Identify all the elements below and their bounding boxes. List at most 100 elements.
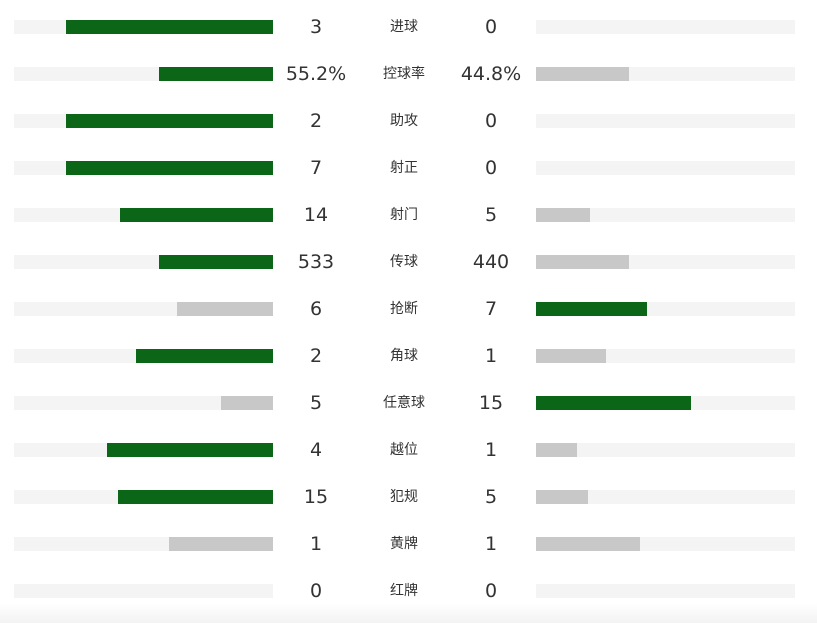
stat-label: 控球率 <box>383 66 425 82</box>
away-value: 44.8% <box>460 63 522 85</box>
home-value: 2 <box>309 110 323 132</box>
away-value: 0 <box>484 580 498 602</box>
away-bar-track <box>536 584 795 598</box>
home-value: 533 <box>297 251 335 273</box>
home-bar-track <box>14 584 273 598</box>
home-value: 0 <box>309 580 323 602</box>
home-value: 14 <box>303 204 329 226</box>
stat-row: 4 越位 1 <box>0 435 817 465</box>
away-bar-track <box>536 537 795 551</box>
stat-row: 15 犯规 5 <box>0 482 817 512</box>
home-bar-fill <box>66 20 273 34</box>
stat-row: 533 传球 440 <box>0 247 817 277</box>
bottom-fade <box>0 603 817 623</box>
away-bar-track <box>536 302 795 316</box>
away-value: 440 <box>472 251 510 273</box>
stat-row: 1 黄牌 1 <box>0 529 817 559</box>
stat-label: 犯规 <box>390 489 418 505</box>
stat-label: 射门 <box>390 207 418 223</box>
away-bar-fill <box>536 443 577 457</box>
away-bar-fill <box>536 67 629 81</box>
home-bar-fill <box>66 161 273 175</box>
away-bar-fill <box>536 396 691 410</box>
away-value: 1 <box>484 439 498 461</box>
home-bar-fill <box>169 537 273 551</box>
stat-row: 2 助攻 0 <box>0 106 817 136</box>
away-bar-fill <box>536 349 606 363</box>
home-value: 55.2% <box>285 63 347 85</box>
home-bar-fill <box>118 490 273 504</box>
away-bar-fill <box>536 208 590 222</box>
away-value: 5 <box>484 204 498 226</box>
home-bar-track <box>14 443 273 457</box>
home-bar-fill <box>136 349 273 363</box>
away-value: 0 <box>484 16 498 38</box>
away-value: 0 <box>484 157 498 179</box>
away-value: 15 <box>478 392 504 414</box>
away-bar-track <box>536 443 795 457</box>
home-bar-fill <box>159 255 273 269</box>
stat-row: 3 进球 0 <box>0 12 817 42</box>
away-bar-fill <box>536 255 629 269</box>
away-value: 5 <box>484 486 498 508</box>
stat-label: 任意球 <box>383 395 425 411</box>
away-bar-track <box>536 67 795 81</box>
home-bar-fill <box>107 443 273 457</box>
away-bar-track <box>536 20 795 34</box>
stat-label: 助攻 <box>390 113 418 129</box>
away-bar-track <box>536 161 795 175</box>
home-bar-fill <box>177 302 273 316</box>
away-bar-fill <box>536 537 640 551</box>
away-bar-track <box>536 208 795 222</box>
away-bar-track <box>536 255 795 269</box>
home-bar-fill <box>120 208 273 222</box>
away-value: 1 <box>484 533 498 555</box>
stat-row: 0 红牌 0 <box>0 576 817 606</box>
stat-row: 6 抢断 7 <box>0 294 817 324</box>
away-bar-track <box>536 349 795 363</box>
stat-label: 进球 <box>390 19 418 35</box>
home-bar-track <box>14 537 273 551</box>
home-value: 6 <box>309 298 323 320</box>
home-bar-track <box>14 67 273 81</box>
away-value: 0 <box>484 110 498 132</box>
away-value: 1 <box>484 345 498 367</box>
home-bar-track <box>14 349 273 363</box>
home-bar-fill <box>159 67 273 81</box>
away-bar-fill <box>536 302 647 316</box>
stat-label: 射正 <box>390 160 418 176</box>
home-value: 5 <box>309 392 323 414</box>
home-bar-track <box>14 490 273 504</box>
home-bar-fill <box>66 114 273 128</box>
stat-row: 5 任意球 15 <box>0 388 817 418</box>
stat-label: 角球 <box>390 348 418 364</box>
stat-label: 传球 <box>390 254 418 270</box>
stat-label: 黄牌 <box>390 536 418 552</box>
stat-row: 2 角球 1 <box>0 341 817 371</box>
away-bar-track <box>536 114 795 128</box>
home-bar-track <box>14 208 273 222</box>
away-value: 7 <box>484 298 498 320</box>
away-bar-track <box>536 396 795 410</box>
stat-row: 55.2% 控球率 44.8% <box>0 59 817 89</box>
home-bar-track <box>14 302 273 316</box>
home-bar-track <box>14 255 273 269</box>
home-value: 4 <box>309 439 323 461</box>
home-value: 1 <box>309 533 323 555</box>
away-bar-fill <box>536 490 588 504</box>
home-bar-track <box>14 396 273 410</box>
stat-row: 14 射门 5 <box>0 200 817 230</box>
stat-label: 红牌 <box>390 583 418 599</box>
stat-row: 7 射正 0 <box>0 153 817 183</box>
stat-label: 越位 <box>390 442 418 458</box>
home-value: 3 <box>309 16 323 38</box>
home-value: 2 <box>309 345 323 367</box>
home-bar-track <box>14 114 273 128</box>
stat-label: 抢断 <box>390 301 418 317</box>
away-bar-track <box>536 490 795 504</box>
home-bar-track <box>14 20 273 34</box>
home-value: 15 <box>303 486 329 508</box>
home-bar-fill <box>221 396 273 410</box>
home-bar-track <box>14 161 273 175</box>
